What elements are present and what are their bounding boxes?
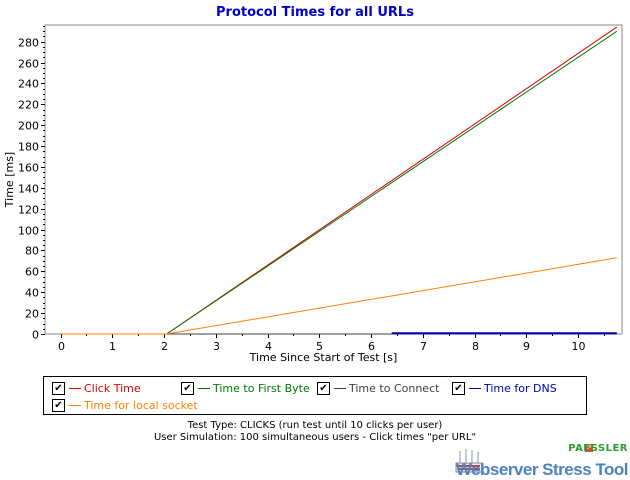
legend-checkbox[interactable]: ✔ bbox=[317, 382, 330, 395]
y-tick-label: 80 bbox=[25, 245, 39, 258]
legend-label: Click Time bbox=[84, 382, 141, 395]
paessler-mark-icon: P bbox=[585, 444, 593, 452]
y-tick-label: 120 bbox=[18, 204, 39, 217]
user-simulation-text: User Simulation: 100 simultaneous users … bbox=[153, 432, 477, 443]
x-tick-label: 5 bbox=[316, 340, 323, 353]
x-tick-label: 10 bbox=[572, 340, 586, 353]
y-tick-label: 20 bbox=[25, 308, 39, 321]
x-tick-label: 3 bbox=[213, 340, 220, 353]
x-tick-label: 9 bbox=[523, 340, 530, 353]
y-tick-label: 140 bbox=[18, 183, 39, 196]
x-tick-label: 1 bbox=[109, 340, 116, 353]
y-tick-label: 240 bbox=[18, 78, 39, 91]
y-tick-label: 160 bbox=[18, 162, 39, 175]
y-tick-label: 60 bbox=[25, 266, 39, 279]
y-tick-label: 0 bbox=[32, 329, 39, 342]
legend-checkbox[interactable]: ✔ bbox=[452, 382, 465, 395]
legend-swatch bbox=[69, 405, 81, 406]
x-tick-label: 7 bbox=[420, 340, 427, 353]
brand-product: Webserver Stress Tool bbox=[455, 460, 629, 479]
plot-area bbox=[44, 24, 623, 335]
legend-swatch bbox=[469, 388, 481, 389]
footer-notes: Test Type: CLICKS (run test until 10 cli… bbox=[0, 420, 630, 444]
y-tick-label: 100 bbox=[18, 225, 39, 238]
x-tick-label: 4 bbox=[265, 340, 272, 353]
legend: ✔ Click Time ✔ Time to First Byte ✔ Time to C… bbox=[43, 376, 587, 415]
x-tick-label: 8 bbox=[472, 340, 479, 353]
chart-title: Protocol Times for all URLs bbox=[216, 5, 414, 20]
legend-label: Time to First Byte bbox=[213, 382, 310, 395]
legend-item[interactable]: ✔ Time for local socket bbox=[52, 398, 198, 413]
test-type-text: Test Type: CLICKS (run test until 10 cli… bbox=[187, 420, 443, 431]
y-tick-label: 180 bbox=[18, 141, 39, 154]
legend-checkbox[interactable]: ✔ bbox=[52, 382, 65, 395]
y-tick-label: 40 bbox=[25, 287, 39, 300]
legend-checkbox[interactable]: ✔ bbox=[181, 382, 194, 395]
legend-swatch bbox=[69, 388, 81, 389]
brand-logo: P PAESSLER Webserver Stress Tool bbox=[452, 443, 630, 480]
legend-item[interactable]: ✔ Time to First Byte bbox=[181, 381, 310, 396]
legend-swatch bbox=[198, 388, 210, 389]
legend-item[interactable]: ✔ Time for DNS bbox=[452, 381, 557, 396]
legend-label: Time for local socket bbox=[84, 399, 198, 412]
y-tick-label: 280 bbox=[18, 37, 39, 50]
x-tick-label: 0 bbox=[58, 340, 65, 353]
legend-item[interactable]: ✔ Click Time bbox=[52, 381, 141, 396]
x-tick-label: 6 bbox=[368, 340, 375, 353]
y-axis-label: Time [ms] bbox=[3, 152, 16, 208]
server-rack-icon bbox=[455, 449, 483, 473]
legend-item[interactable]: ✔ Time to Connect bbox=[317, 381, 439, 396]
legend-label: Time to Connect bbox=[349, 382, 440, 395]
y-tick-label: 220 bbox=[18, 99, 39, 112]
legend-label: Time for DNS bbox=[484, 382, 557, 395]
y-tick-label: 260 bbox=[18, 58, 39, 71]
series-line-5 bbox=[60, 257, 617, 335]
x-tick-label: 2 bbox=[161, 340, 168, 353]
legend-checkbox[interactable]: ✔ bbox=[52, 399, 65, 412]
legend-swatch bbox=[334, 388, 346, 389]
y-tick-label: 200 bbox=[18, 120, 39, 133]
brand-company: PAESSLER bbox=[568, 443, 628, 454]
x-axis-label: Time Since Start of Test [s] bbox=[249, 351, 398, 364]
